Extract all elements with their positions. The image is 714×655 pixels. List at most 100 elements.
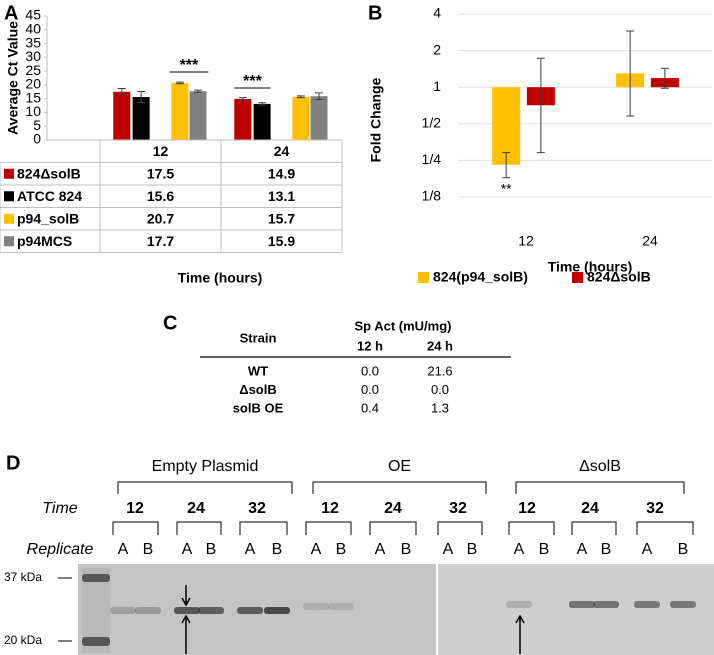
time-value: 24: [187, 500, 205, 517]
time-bracket: [239, 521, 288, 535]
x-axis-label: Time (hours): [548, 259, 633, 275]
replicate: A: [375, 541, 386, 558]
replicate-label: Replicate: [27, 541, 94, 558]
panel-label: A: [4, 2, 18, 24]
panel-label: B: [368, 2, 382, 24]
replicate: A: [118, 541, 129, 558]
time-value: 32: [449, 500, 467, 517]
replicate: A: [642, 541, 653, 558]
table-value: 20.7: [147, 210, 174, 226]
table-cell: WT: [248, 363, 268, 378]
legend-swatch: [4, 213, 14, 224]
group-bracket: [312, 481, 487, 494]
bar: [171, 82, 189, 140]
legend-label: 824(p94_solB): [433, 269, 528, 285]
time-value: 12: [126, 500, 144, 517]
gel-band: [264, 607, 290, 614]
y-axis-label: Fold Change: [368, 77, 384, 162]
arrow: [181, 614, 191, 654]
replicate: B: [206, 541, 217, 558]
group-label: ΔsolB: [579, 458, 621, 475]
gel-band: [237, 607, 263, 614]
gel-band: [593, 601, 619, 608]
replicate: A: [514, 541, 525, 558]
replicate: B: [272, 541, 283, 558]
table-cell: 0.0: [361, 382, 379, 397]
table-cell: 0.0: [361, 363, 379, 378]
y-tick-label: 20: [25, 76, 41, 92]
y-tick-label: 45: [25, 7, 41, 23]
error-bar: [175, 81, 184, 85]
error-bar: [194, 89, 203, 93]
bar: [492, 87, 521, 165]
gel-band: [135, 607, 161, 614]
time-value: 12: [321, 500, 339, 517]
bar: [189, 91, 207, 140]
table-value: 17.7: [147, 233, 174, 249]
error-bar: [258, 102, 267, 106]
error-bar: [660, 67, 669, 89]
ladder-band: [82, 637, 110, 646]
y-tick-label: 40: [25, 20, 41, 36]
bar: [113, 91, 131, 140]
annotation: ***: [243, 73, 262, 90]
x-tick-label: 24: [274, 143, 290, 159]
arrow: [181, 585, 191, 607]
annotation: ***: [180, 57, 199, 74]
y-tick-label: 0: [33, 131, 41, 147]
time-value: 32: [248, 500, 266, 517]
gel-band: [506, 601, 532, 608]
table-header: Sp Act (mU/mg): [354, 318, 451, 333]
marker-label: 20 kDa: [4, 633, 42, 647]
table-value: 15.6: [147, 188, 174, 204]
y-tick-label: 1/8: [422, 188, 442, 204]
gel-band: [328, 603, 354, 610]
error-bar: [536, 57, 545, 154]
time-bracket: [305, 521, 352, 535]
table-value: 14.9: [268, 165, 295, 181]
time-bracket: [112, 521, 159, 535]
table-cell: 0.4: [361, 400, 379, 415]
replicate: B: [467, 541, 478, 558]
y-tick-label: 35: [25, 34, 41, 50]
legend-label: p94MCS: [17, 233, 72, 249]
y-tick-label: 10: [25, 103, 41, 119]
table-value: 15.7: [268, 210, 295, 226]
annotation: **: [501, 180, 512, 196]
time-value: 12: [518, 500, 536, 517]
time-bracket: [571, 521, 617, 535]
table-value: 15.9: [268, 233, 295, 249]
error-bar: [296, 95, 305, 99]
replicate: A: [245, 541, 256, 558]
group-bracket: [515, 481, 685, 494]
x-tick-label: 12: [153, 143, 169, 159]
table-cell: 21.6: [427, 363, 452, 378]
replicate: B: [539, 541, 550, 558]
error-bar: [117, 87, 126, 96]
panel-label: C: [163, 312, 177, 334]
time-bracket: [369, 521, 417, 535]
marker-label: 37 kDa: [4, 570, 42, 584]
bar: [253, 103, 271, 140]
replicate: A: [443, 541, 454, 558]
time-bracket: [508, 521, 555, 535]
legend-label: p94_solB: [17, 210, 79, 226]
replicate: B: [336, 541, 347, 558]
y-axis-label: Average Ct Value: [5, 21, 21, 135]
legend-label: 824ΔsolB: [587, 269, 651, 285]
legend-label: 824ΔsolB: [17, 165, 81, 181]
group-label: OE: [388, 458, 411, 475]
legend-swatch: [4, 236, 14, 247]
gel-band: [634, 601, 660, 608]
table-header: Strain: [240, 330, 277, 345]
table-value: 17.5: [147, 165, 174, 181]
bar: [292, 96, 310, 140]
table-cell: 0.0: [431, 382, 449, 397]
replicate: B: [678, 541, 689, 558]
table-cell: ΔsolB: [239, 382, 277, 397]
replicate: A: [577, 541, 588, 558]
y-tick-label: 1: [433, 78, 441, 94]
time-bracket: [636, 521, 694, 535]
legend-swatch: [4, 168, 14, 179]
